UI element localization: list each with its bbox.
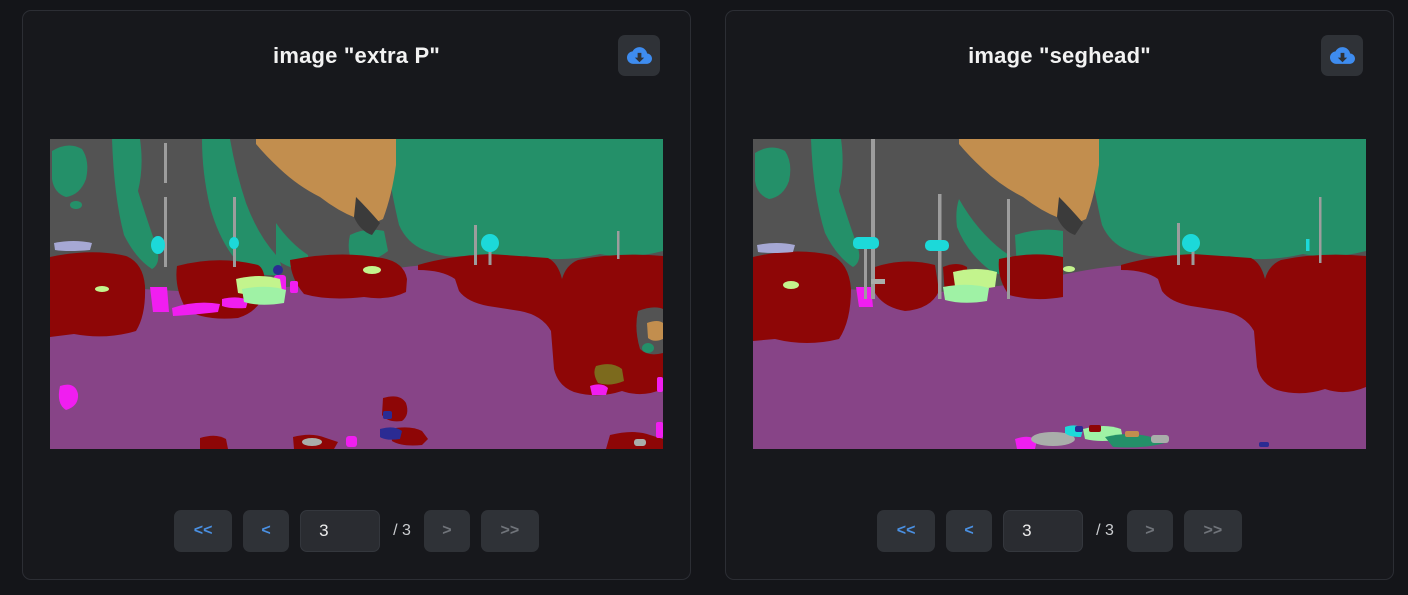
- panel-extra-p: image "extra P": [22, 10, 691, 580]
- cloud-download-icon: [626, 43, 652, 68]
- next-page-button[interactable]: >: [1126, 510, 1173, 552]
- segmentation-image-extra-p: [50, 139, 663, 449]
- first-page-button[interactable]: <<: [877, 510, 936, 552]
- page-total-label: / 3: [1096, 522, 1114, 539]
- segmentation-image-seghead: [753, 139, 1366, 449]
- download-button[interactable]: [1321, 35, 1363, 76]
- segmentation-map: [753, 139, 1366, 449]
- cloud-download-icon: [1329, 43, 1355, 68]
- panel-seghead: image "seghead": [725, 10, 1394, 580]
- pagination: << < / 3 > >>: [726, 510, 1393, 552]
- page-total-label: / 3: [393, 522, 411, 539]
- first-page-button[interactable]: <<: [174, 510, 233, 552]
- comparison-page: image "extra P": [22, 10, 1394, 580]
- panel-title: image "seghead": [968, 43, 1151, 68]
- last-page-button[interactable]: >>: [1183, 510, 1242, 552]
- panel-header: image "extra P": [23, 35, 690, 77]
- panel-title: image "extra P": [273, 43, 440, 68]
- download-button[interactable]: [618, 35, 660, 76]
- panel-header: image "seghead": [726, 35, 1393, 77]
- next-page-button[interactable]: >: [423, 510, 470, 552]
- last-page-button[interactable]: >>: [480, 510, 539, 552]
- prev-page-button[interactable]: <: [243, 510, 290, 552]
- page-input[interactable]: [1003, 510, 1084, 552]
- page-input[interactable]: [300, 510, 381, 552]
- pagination: << < / 3 > >>: [23, 510, 690, 552]
- segmentation-map: [50, 139, 663, 449]
- prev-page-button[interactable]: <: [946, 510, 993, 552]
